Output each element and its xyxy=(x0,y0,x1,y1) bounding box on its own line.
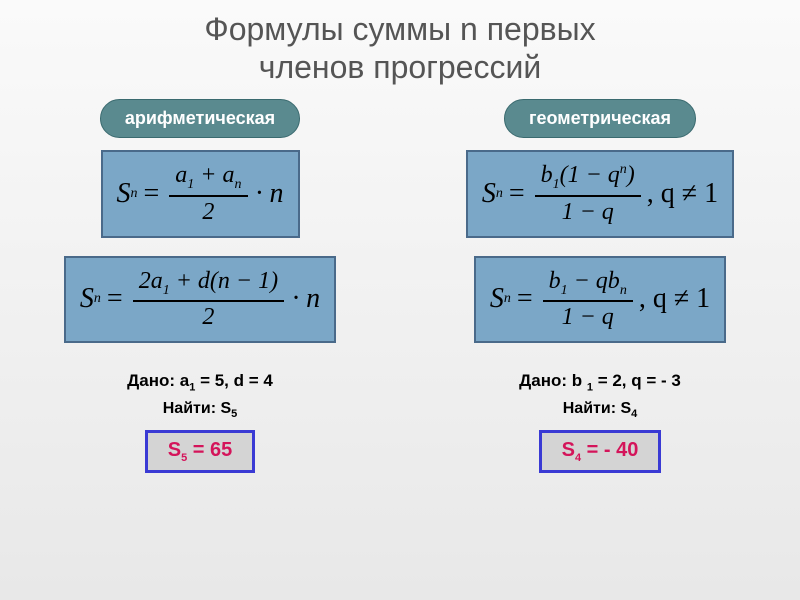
arithmetic-column: арифметическая Sn = a1 + an 2 · n Sn = xyxy=(10,99,390,473)
content-columns: арифметическая Sn = a1 + an 2 · n Sn = xyxy=(0,99,800,473)
geometric-header-pill: геометрическая xyxy=(504,99,696,138)
geometric-formula-2: Sn = b1 − qbn 1 − q , q ≠ 1 xyxy=(474,256,726,344)
arithmetic-given: Дано: a1 = 5, d = 4 xyxy=(127,371,273,393)
arithmetic-find: Найти: S5 xyxy=(163,400,238,420)
arithmetic-header-pill: арифметическая xyxy=(100,99,300,138)
arithmetic-answer: S5 = 65 xyxy=(168,439,233,461)
geometric-answer-box: S4 = - 40 xyxy=(539,430,662,473)
arithmetic-formula-2: Sn = 2a1 + d(n − 1) 2 · n xyxy=(64,256,336,344)
geometric-given: Дано: b 1 = 2, q = - 3 xyxy=(519,371,681,393)
slide-title: Формулы суммы n первых членов прогрессий xyxy=(0,0,800,87)
arithmetic-formula-1: Sn = a1 + an 2 · n xyxy=(101,150,300,238)
geometric-column: геометрическая Sn = b1(1 − qn) 1 − q , q… xyxy=(410,99,790,473)
geometric-find: Найти: S4 xyxy=(563,400,638,420)
geometric-formula-1: Sn = b1(1 − qn) 1 − q , q ≠ 1 xyxy=(466,150,734,238)
arithmetic-answer-box: S5 = 65 xyxy=(145,430,256,473)
geometric-answer: S4 = - 40 xyxy=(562,439,639,461)
